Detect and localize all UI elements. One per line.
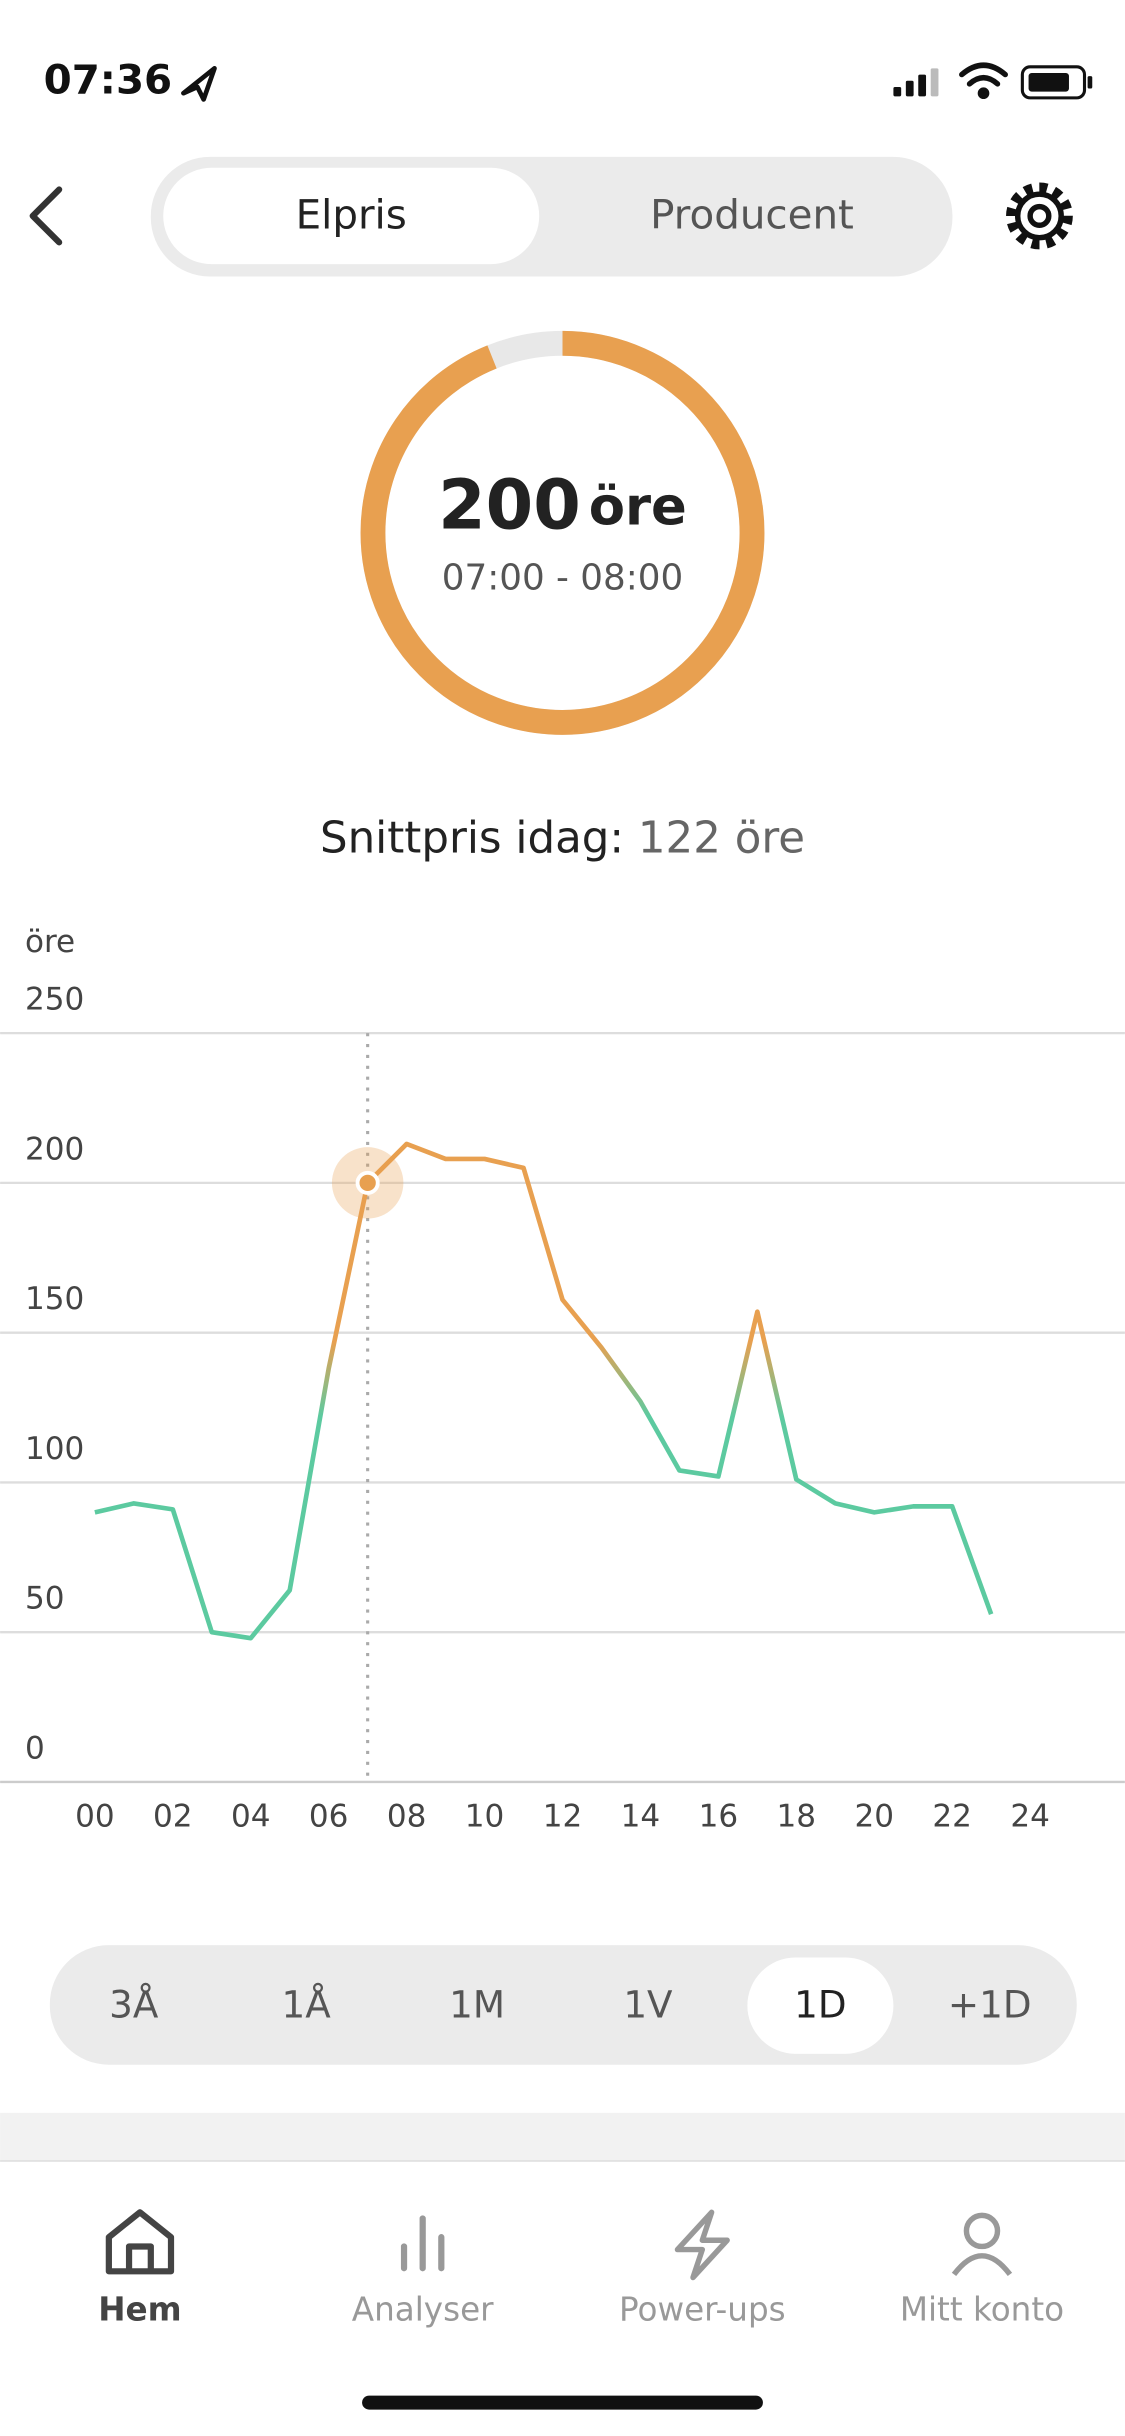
status-time: 07:36 [44, 56, 173, 103]
x-tick-label: 12 [543, 1799, 583, 1835]
tab[interactable]: Elpris [296, 191, 407, 238]
nav-item[interactable]: Hem [98, 2291, 181, 2329]
x-tick-label: 10 [465, 1799, 505, 1835]
nav-item[interactable]: Analyser [352, 2291, 494, 2329]
nav-icon [951, 2212, 1013, 2277]
gauge-period: 07:00 - 08:00 [442, 557, 683, 598]
y-tick-label: 0 [25, 1730, 45, 1766]
x-tick-label: 08 [387, 1799, 427, 1835]
y-tick-label: 100 [25, 1431, 84, 1467]
y-tick-label: 250 [25, 981, 84, 1017]
signal-icon [893, 68, 939, 97]
average-value: 122 [638, 813, 721, 863]
back-button[interactable] [29, 186, 63, 246]
x-tick-label: 04 [231, 1799, 271, 1835]
home-indicator [362, 2395, 763, 2410]
range-bar [49, 1945, 1077, 2065]
gauge-unit: öre [589, 476, 687, 537]
divider-band [0, 2112, 1125, 2162]
range-button[interactable]: 1M [449, 1983, 505, 2027]
range-selected-bg [747, 1957, 894, 2054]
gauge-value: 200 [438, 466, 581, 545]
x-tick-label: 02 [153, 1799, 193, 1835]
nav-icon [674, 2209, 730, 2281]
range-button[interactable]: 1D [794, 1983, 846, 2027]
settings-button[interactable] [1006, 182, 1073, 250]
y-tick-label: 150 [25, 1281, 84, 1317]
x-tick-label: 14 [621, 1799, 661, 1835]
x-tick-label: 18 [777, 1799, 817, 1835]
gauge-value-text: 200 öre [438, 466, 687, 545]
tab[interactable]: Producent [650, 191, 854, 238]
x-tick-label: 16 [699, 1799, 739, 1835]
nav-item[interactable]: Mitt konto [900, 2291, 1064, 2329]
nav-icon [400, 2215, 445, 2272]
range-button[interactable]: 1V [623, 1983, 673, 2027]
nav-item[interactable]: Power-ups [619, 2291, 786, 2329]
y-tick-label: 50 [25, 1581, 65, 1617]
range-button[interactable]: +1D [948, 1983, 1032, 2027]
gauge-arc [360, 330, 765, 735]
average-price: Snittpris idag: 122 öre [320, 813, 805, 863]
average-label: Snittpris idag: [320, 813, 624, 863]
y-axis-label: öre [25, 924, 75, 960]
average-unit: öre [735, 813, 805, 863]
x-tick-label: 20 [854, 1799, 894, 1835]
x-tick-label: 06 [309, 1799, 349, 1835]
price-line [94, 1141, 994, 1641]
range-button[interactable]: 3Å [109, 1983, 159, 2027]
wifi-icon [959, 62, 1008, 100]
x-tick-label: 24 [1010, 1799, 1050, 1835]
x-tick-label: 00 [75, 1799, 115, 1835]
x-tick-label: 22 [932, 1799, 972, 1835]
battery-icon [1020, 65, 1093, 100]
nav-icon [105, 2209, 175, 2275]
tab-selected-bg [163, 167, 540, 265]
location-icon [181, 66, 217, 102]
current-point [355, 1170, 380, 1195]
y-tick-label: 200 [25, 1131, 84, 1167]
range-button[interactable]: 1Å [282, 1983, 332, 2027]
